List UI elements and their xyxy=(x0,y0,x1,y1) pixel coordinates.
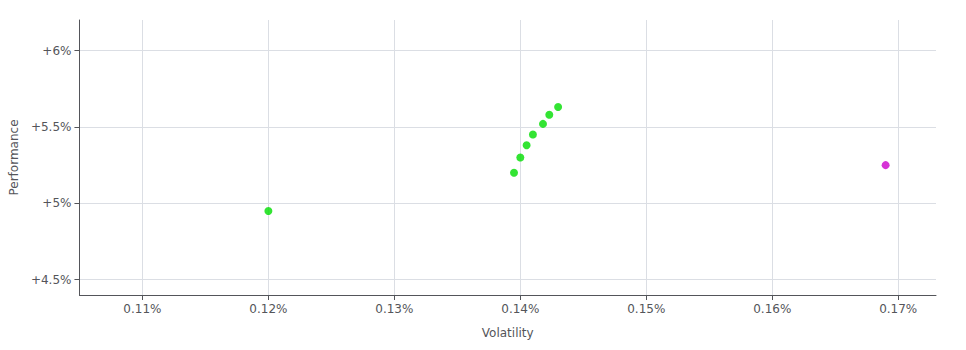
svg-text:0.12%: 0.12% xyxy=(249,302,287,316)
svg-text:Volatility: Volatility xyxy=(482,326,534,340)
svg-text:0.15%: 0.15% xyxy=(627,302,665,316)
svg-text:0.16%: 0.16% xyxy=(753,302,791,316)
svg-text:Performance: Performance xyxy=(7,119,21,195)
svg-text:0.13%: 0.13% xyxy=(375,302,413,316)
svg-text:+6%: +6% xyxy=(42,44,71,58)
svg-text:+5%: +5% xyxy=(42,196,71,210)
svg-text:0.14%: 0.14% xyxy=(501,302,539,316)
svg-text:0.17%: 0.17% xyxy=(879,302,917,316)
svg-text:+4.5%: +4.5% xyxy=(31,273,72,287)
svg-text:0.11%: 0.11% xyxy=(123,302,161,316)
svg-text:+5.5%: +5.5% xyxy=(31,120,72,134)
